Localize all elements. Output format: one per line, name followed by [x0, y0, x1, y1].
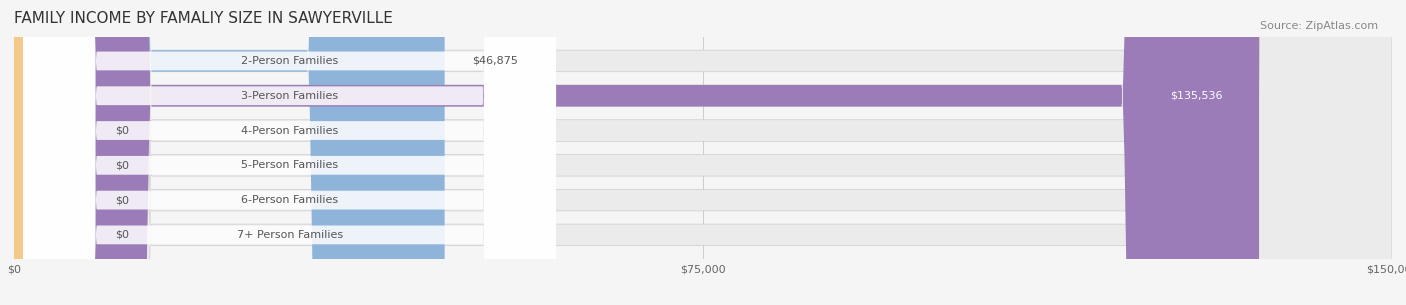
- FancyBboxPatch shape: [14, 0, 1260, 305]
- FancyBboxPatch shape: [24, 0, 555, 305]
- FancyBboxPatch shape: [24, 0, 555, 305]
- Text: 3-Person Families: 3-Person Families: [240, 91, 339, 101]
- Text: 4-Person Families: 4-Person Families: [240, 126, 339, 135]
- FancyBboxPatch shape: [14, 0, 1392, 305]
- FancyBboxPatch shape: [14, 0, 1392, 305]
- FancyBboxPatch shape: [14, 0, 87, 305]
- Text: $0: $0: [115, 230, 129, 240]
- Text: 7+ Person Families: 7+ Person Families: [236, 230, 343, 240]
- FancyBboxPatch shape: [24, 0, 555, 305]
- FancyBboxPatch shape: [14, 0, 1392, 305]
- Text: $135,536: $135,536: [1170, 91, 1222, 101]
- FancyBboxPatch shape: [24, 0, 555, 305]
- FancyBboxPatch shape: [14, 0, 1392, 305]
- FancyBboxPatch shape: [14, 0, 87, 305]
- Text: 5-Person Families: 5-Person Families: [240, 160, 339, 170]
- FancyBboxPatch shape: [14, 0, 87, 305]
- FancyBboxPatch shape: [24, 0, 555, 305]
- FancyBboxPatch shape: [14, 0, 1392, 305]
- Text: $0: $0: [115, 126, 129, 135]
- Text: 2-Person Families: 2-Person Families: [240, 56, 339, 66]
- FancyBboxPatch shape: [14, 0, 1392, 305]
- FancyBboxPatch shape: [14, 0, 87, 305]
- FancyBboxPatch shape: [24, 0, 555, 305]
- Text: $46,875: $46,875: [472, 56, 517, 66]
- Text: FAMILY INCOME BY FAMALIY SIZE IN SAWYERVILLE: FAMILY INCOME BY FAMALIY SIZE IN SAWYERV…: [14, 11, 392, 26]
- Text: Source: ZipAtlas.com: Source: ZipAtlas.com: [1260, 21, 1378, 31]
- Text: $0: $0: [115, 195, 129, 205]
- Text: $0: $0: [115, 160, 129, 170]
- Text: 6-Person Families: 6-Person Families: [240, 195, 339, 205]
- FancyBboxPatch shape: [14, 0, 444, 305]
